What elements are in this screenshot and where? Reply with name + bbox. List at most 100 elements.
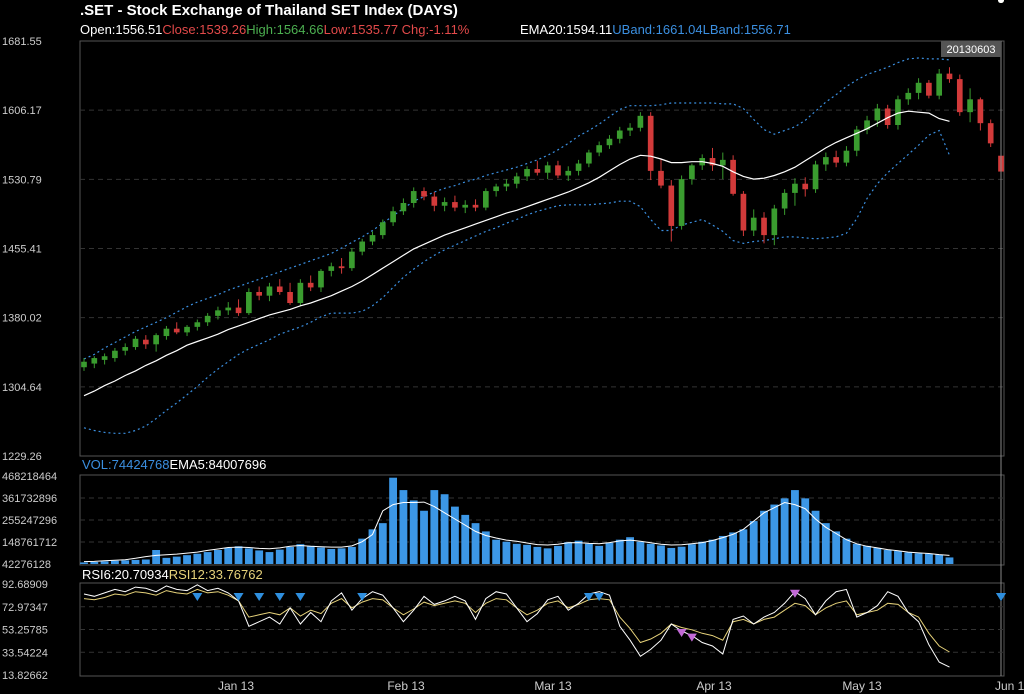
candle-body [709, 158, 716, 166]
volume-bar [399, 490, 408, 564]
candle-body [153, 335, 159, 345]
volume-bar [914, 553, 923, 564]
candle-body [895, 99, 901, 126]
candle-body [864, 120, 870, 130]
volume-bar [358, 538, 367, 564]
candle-body [647, 115, 654, 171]
volume-bar [667, 547, 676, 564]
rsi-tick-label: 72.97347 [2, 602, 48, 614]
candle-body [946, 73, 953, 80]
volume-tick-label: 468218464 [2, 471, 57, 483]
price-tick-label: 1229.26 [2, 451, 42, 463]
price-tick-label: 1304.64 [2, 382, 42, 394]
volume-tick-label: 255247296 [2, 515, 57, 527]
candle-body [349, 251, 355, 269]
candle-body [194, 322, 201, 327]
rsi-readout: RSI6:20.70934RSI12:33.76762 [82, 567, 263, 582]
rsi-y-axis: 92.68909 72.97347 53.25785 33.54224 13.82662 [2, 579, 48, 682]
rsi6-end-dot [998, 0, 1004, 3]
price-tick-label: 1530.79 [2, 174, 42, 186]
candle-body [977, 99, 984, 124]
cursor-date-tag [941, 41, 1001, 57]
candle-body [524, 169, 530, 177]
candle-body [173, 328, 180, 333]
candle-body [555, 165, 561, 176]
volume-bar [718, 535, 727, 564]
candle-body [833, 157, 839, 163]
candle-body [369, 235, 376, 242]
candle-body [318, 270, 324, 288]
volume-bar [554, 545, 562, 564]
volume-bar [749, 521, 758, 564]
rsi-signal-marker [295, 593, 306, 601]
close-value: Close:1539.26 [162, 22, 246, 37]
candle-body [627, 127, 633, 131]
candle-body [379, 222, 386, 236]
candle-body [843, 150, 850, 163]
volume-bar [821, 523, 830, 564]
candle-body [462, 204, 469, 208]
volume-bar [286, 546, 294, 564]
rsi-signal-marker [233, 593, 244, 601]
volume-y-axis: 468218464 361732896 255247296 148761712 4227… [2, 471, 57, 571]
uband-value: UBand:1661.04 [612, 22, 702, 37]
lband-line [83, 129, 951, 434]
uband-line [83, 57, 950, 360]
rsi-signal-marker [996, 593, 1006, 601]
candle-body [926, 82, 932, 96]
volume-bar [770, 504, 779, 564]
volume-bar [904, 552, 913, 564]
candle-body [513, 176, 520, 184]
volume-bar [543, 548, 552, 564]
volume-readout: VOL:74424768EMA5:84007696 [82, 457, 266, 472]
volume-bar [451, 506, 459, 564]
volume-bar [935, 554, 944, 564]
volume-bar [492, 539, 501, 564]
candle-body [132, 338, 139, 348]
candle-body [431, 196, 438, 206]
candle-body [596, 145, 603, 153]
rsi-signal-marker [583, 593, 594, 601]
rsi-signal-marker [594, 593, 605, 601]
rsi-tick-label: 13.82662 [2, 670, 48, 682]
open-value: Open:1556.51 [80, 22, 162, 37]
candle-body [338, 266, 345, 269]
price-y-axis: 1681.55 1606.17 1530.79 1455.41 1380.02 1304.… [2, 36, 42, 463]
rsi-tick-label: 33.54224 [2, 647, 48, 659]
candle-body [225, 307, 232, 311]
ema20-path [83, 110, 950, 397]
volume-bar [152, 550, 161, 564]
volume-bar [533, 546, 542, 564]
candle-body [390, 211, 396, 223]
volume-bar [677, 546, 686, 564]
volume-bar [203, 552, 212, 564]
candle-body [771, 208, 778, 236]
candle-body [482, 191, 489, 208]
volume-bar [708, 539, 717, 564]
bollinger-bands [83, 57, 951, 434]
x-tick-label: Jan 13 [218, 679, 254, 693]
rsi-markers [192, 589, 1006, 642]
candle-body [204, 315, 211, 323]
volume-tick-label: 42276128 [2, 559, 51, 571]
volume-bar [564, 542, 573, 564]
volume-bar [265, 552, 274, 564]
price-grid [80, 109, 1004, 388]
rsi-signal-marker [357, 593, 368, 601]
volume-bar [502, 541, 511, 564]
ema20-value: EMA20:1594.11 [520, 22, 612, 37]
candle-body [297, 282, 304, 304]
candle-body [184, 326, 190, 333]
volume-bar [481, 531, 490, 564]
candle-body [81, 361, 87, 368]
volume-bar [811, 510, 820, 564]
volume-bar [193, 553, 202, 564]
volume-bar [80, 562, 88, 564]
volume-bar [574, 540, 583, 564]
candle-body [122, 347, 129, 351]
volume-bar [729, 532, 738, 564]
candle-body [987, 123, 994, 144]
volume-bar [337, 548, 346, 564]
volume-bar [90, 561, 99, 564]
